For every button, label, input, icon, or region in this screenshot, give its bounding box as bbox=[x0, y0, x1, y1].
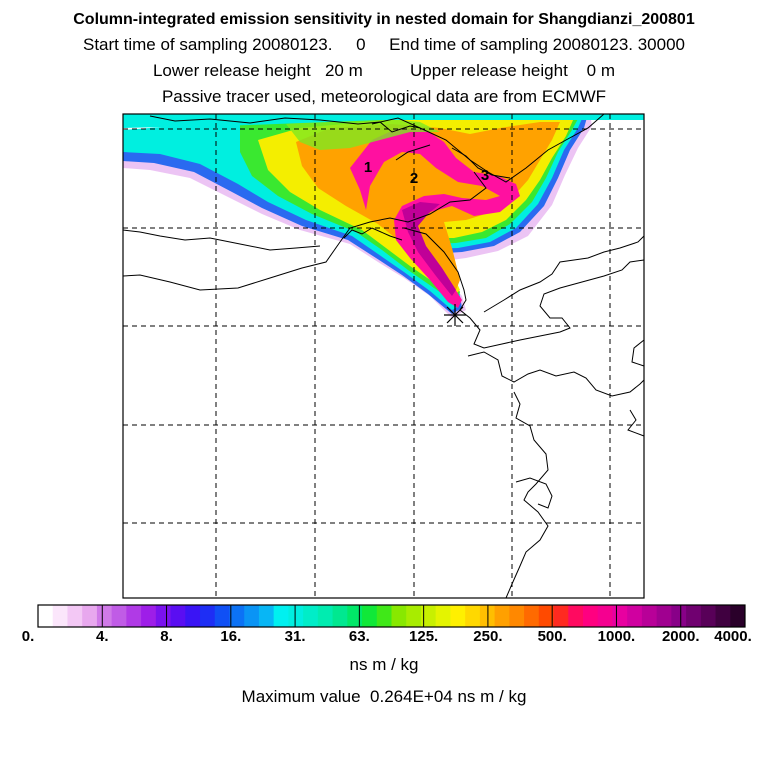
colorbar-cell bbox=[715, 605, 731, 627]
colorbar-cell bbox=[494, 605, 510, 627]
colorbar-cell bbox=[568, 605, 584, 627]
colorbar-cell bbox=[656, 605, 672, 627]
colorbar-cell bbox=[38, 605, 54, 627]
colorbar-cell bbox=[582, 605, 599, 627]
colorbar-tick-label: 250. bbox=[473, 628, 503, 645]
sampling-time-line: Start time of sampling 20080123. 0 End t… bbox=[83, 35, 685, 54]
colorbar-cell bbox=[185, 605, 201, 627]
colorbar-cell bbox=[686, 605, 702, 627]
colorbar-cell bbox=[332, 605, 348, 627]
colorbar-cell bbox=[509, 605, 525, 627]
colorbar-cell bbox=[141, 605, 157, 627]
colorbar-tick-label: 31. bbox=[284, 628, 306, 645]
colorbar-tick-label: 16. bbox=[220, 628, 242, 645]
colorbar-frame bbox=[37, 604, 746, 628]
colorbar-cell bbox=[553, 605, 569, 627]
colorbar-cell bbox=[303, 605, 319, 627]
maximum-value: Maximum value 0.264E+04 ns m / kg bbox=[241, 687, 527, 706]
colorbar-cell bbox=[671, 605, 687, 627]
colorbar-cell bbox=[450, 605, 466, 627]
colorbar-cell bbox=[273, 605, 289, 627]
figure-title: Column-integrated emission sensitivity i… bbox=[73, 11, 695, 28]
colorbar-cell bbox=[362, 605, 378, 627]
colorbar-cell bbox=[126, 605, 142, 627]
field-green-patch bbox=[286, 116, 440, 150]
position-marker-1: 1 bbox=[364, 159, 372, 176]
colorbar-cell bbox=[730, 605, 746, 627]
colorbar-cell bbox=[406, 605, 422, 627]
colorbar-cell bbox=[317, 605, 334, 627]
colorbar-cell bbox=[244, 605, 260, 627]
colorbar-tick-label: 1000. bbox=[597, 628, 636, 645]
colorbar-cell bbox=[52, 605, 68, 627]
colorbar-cell bbox=[597, 605, 613, 627]
map-frame bbox=[122, 113, 645, 599]
colorbar-cell bbox=[391, 605, 407, 627]
position-marker-2: 2 bbox=[410, 170, 418, 187]
colorbar bbox=[38, 605, 746, 627]
asterisk-icon bbox=[444, 304, 466, 326]
colorbar-cell bbox=[111, 605, 127, 627]
colorbar-cell bbox=[67, 605, 83, 627]
colorbar-cell bbox=[229, 605, 245, 627]
colorbar-cell bbox=[465, 605, 481, 627]
colorbar-cell bbox=[641, 605, 658, 627]
colorbar-tick-label: 0. bbox=[21, 628, 35, 645]
colorbar-cell bbox=[700, 605, 717, 627]
field-cyan-top bbox=[123, 114, 644, 128]
colorbar-tick-label: 2000. bbox=[661, 628, 700, 645]
lat-lon-grid bbox=[123, 114, 644, 598]
colorbar-cell bbox=[200, 605, 216, 627]
colorbar-tick-label: 8. bbox=[160, 628, 173, 645]
colorbar-cell bbox=[538, 605, 555, 627]
colorbar-tick-label: 500. bbox=[537, 628, 567, 645]
coastlines-borders bbox=[122, 113, 645, 599]
colorbar-tick-label: 125. bbox=[409, 628, 439, 645]
release-height-line: Lower release height 20 m Upper release … bbox=[152, 61, 616, 80]
colorbar-cell bbox=[155, 605, 172, 627]
colorbar-cell bbox=[347, 605, 363, 627]
colorbar-cell bbox=[376, 605, 392, 627]
colorbar-cell bbox=[170, 605, 186, 627]
colorbar-unit: ns m / kg bbox=[349, 655, 419, 674]
field-dark-core bbox=[402, 202, 456, 296]
colorbar-cell bbox=[82, 605, 98, 627]
field-magenta-core bbox=[350, 128, 520, 308]
colorbar-cell bbox=[420, 605, 437, 627]
colorbar-cell bbox=[96, 605, 113, 627]
colorbar-cell bbox=[612, 605, 628, 627]
colorbar-cell bbox=[288, 605, 304, 627]
colorbar-tick-label: 63. bbox=[348, 628, 370, 645]
position-marker-3: 3 bbox=[481, 167, 489, 184]
colorbar-tick-label: 4. bbox=[96, 628, 109, 645]
colorbar-tick-label: 4000. bbox=[714, 628, 752, 645]
colorbar-cell bbox=[627, 605, 643, 627]
colorbar-cell bbox=[435, 605, 451, 627]
sensitivity-field bbox=[123, 114, 644, 318]
colorbar-cell bbox=[258, 605, 275, 627]
colorbar-cell bbox=[524, 605, 540, 627]
colorbar-cell bbox=[214, 605, 230, 627]
tracer-info-line: Passive tracer used, meteorological data… bbox=[161, 87, 607, 106]
